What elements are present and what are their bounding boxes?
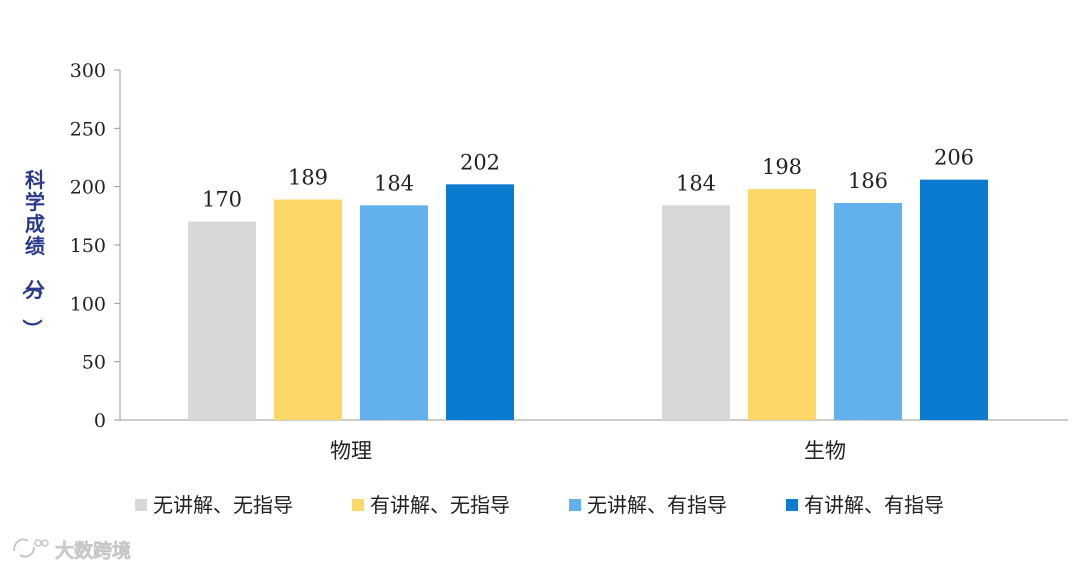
bar-value-label: 206 [934,146,974,170]
value-labels: 170 189 184 202 184 198 186 206 [202,146,974,212]
legend-label: 无讲解、有指导 [587,493,727,517]
y-tick-label: 50 [82,352,106,374]
legend-swatch [135,499,147,511]
y-tick-label: 100 [70,293,106,315]
legend-item: 无讲解、有指导 [569,493,727,517]
legend-label: 有讲解、无指导 [370,493,510,517]
x-category-label: 物理 [330,439,372,463]
y-tick-label: 150 [70,235,106,257]
logo-icon [13,538,49,558]
x-category-label: 生物 [804,439,846,463]
watermark: 大数跨境 [13,538,131,562]
legend-label: 无讲解、无指导 [153,493,293,517]
bar [920,179,988,420]
bar [662,205,730,420]
legend-item: 无讲解、无指导 [135,493,293,517]
bar-value-label: 184 [676,171,716,195]
bar [360,205,428,420]
y-axis-title: 科学成绩（分） [20,168,45,339]
legend: 无讲解、无指导 有讲解、无指导 无讲解、有指导 有讲解、有指导 [135,493,944,517]
category-labels: 物理 生物 [330,439,846,463]
legend-swatch [786,499,798,511]
bar-value-label: 184 [374,171,414,195]
bar-value-label: 198 [762,155,802,179]
bar [834,203,902,420]
watermark-text: 大数跨境 [55,539,131,562]
y-axis: 0 50 100 150 200 250 300 [70,60,121,432]
legend-swatch [352,499,364,511]
bar [446,184,514,420]
y-axis-title-text: 科学成绩（分） [20,168,45,339]
bars [188,179,988,420]
y-tick-label: 300 [70,60,106,82]
bar-value-label: 170 [202,188,242,212]
y-tick-label: 0 [94,410,106,432]
bar-value-label: 186 [848,169,888,193]
legend-item: 有讲解、有指导 [786,493,944,517]
bar [748,189,816,420]
bar-value-label: 202 [460,150,500,174]
y-tick-label: 250 [70,118,106,140]
y-tick-label: 200 [70,177,106,199]
legend-item: 有讲解、无指导 [352,493,510,517]
bar [274,199,342,420]
bar [188,221,256,420]
bar-value-label: 189 [288,166,328,190]
legend-swatch [569,499,581,511]
legend-label: 有讲解、有指导 [804,493,944,517]
